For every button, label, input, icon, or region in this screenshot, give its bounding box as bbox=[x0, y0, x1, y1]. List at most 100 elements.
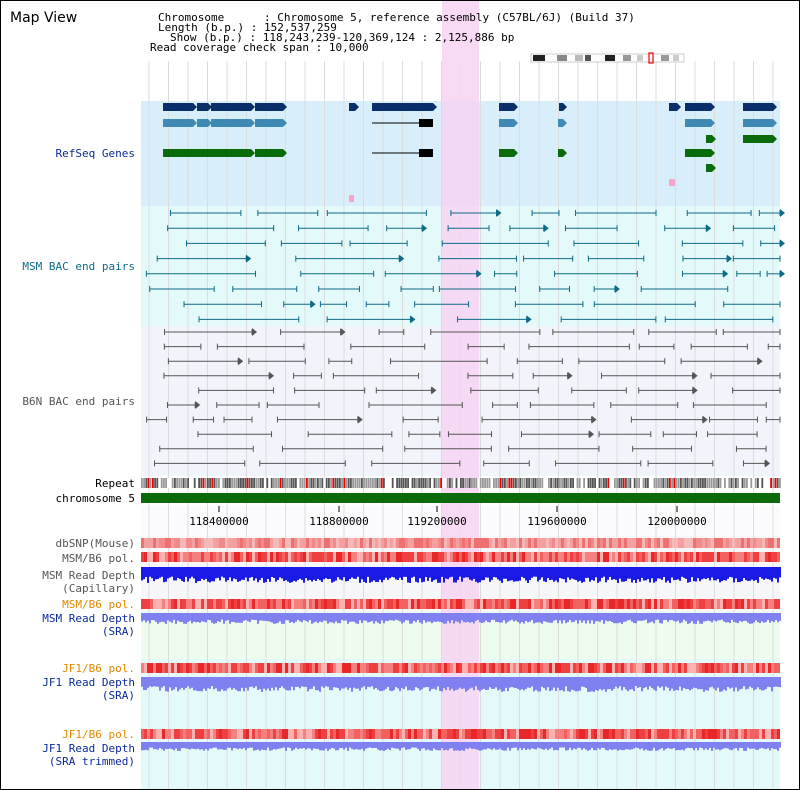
repeat-element bbox=[567, 478, 570, 488]
msm-b6-pol-sra-cell bbox=[504, 599, 507, 609]
gene-feature[interactable] bbox=[685, 103, 711, 111]
repeat-element bbox=[273, 478, 275, 488]
repeat-element bbox=[233, 478, 236, 488]
gene-feature[interactable] bbox=[163, 149, 251, 157]
jf1-sra-depth-bar bbox=[595, 677, 597, 691]
jf1-sra-depth-bar bbox=[559, 677, 561, 691]
jf1-b6-pol-trimmed-cell bbox=[342, 729, 345, 739]
gene-feature[interactable] bbox=[372, 103, 433, 111]
track-label-chromosome[interactable]: chromosome 5 bbox=[55, 492, 135, 505]
track-label-jf1-depth-trimmed[interactable]: JF1 Read Depth bbox=[42, 742, 135, 755]
gene-feature[interactable] bbox=[211, 119, 251, 127]
gene-feature[interactable] bbox=[499, 103, 514, 111]
track-label-refseq[interactable]: RefSeq Genes bbox=[55, 147, 135, 160]
gene-feature[interactable] bbox=[349, 103, 355, 111]
msm-sra-depth-bar bbox=[385, 613, 387, 621]
track-label-b6n-bac[interactable]: B6N BAC end pairs bbox=[22, 395, 135, 408]
gene-feature[interactable] bbox=[558, 119, 563, 127]
msm-sra-depth-bar bbox=[237, 613, 239, 623]
gene-feature[interactable] bbox=[499, 149, 514, 157]
msm-b6-pol-cell bbox=[330, 552, 333, 562]
gene-feature[interactable] bbox=[685, 119, 711, 127]
msm-sra-depth-bar bbox=[719, 613, 721, 621]
gene-feature[interactable] bbox=[499, 119, 514, 127]
gene-feature[interactable] bbox=[197, 119, 208, 127]
jf1-b6-pol-trimmed-cell bbox=[171, 729, 174, 739]
jf1-sra-depth-bar bbox=[603, 677, 605, 690]
track-label-msm-depth-sra[interactable]: MSM Read Depth bbox=[42, 612, 135, 625]
jf1-trimmed-depth-bar bbox=[411, 742, 413, 748]
jf1-b6-pol-cell bbox=[702, 663, 705, 673]
gene-feature[interactable] bbox=[211, 103, 251, 111]
gene-feature[interactable] bbox=[163, 103, 193, 111]
ideogram-position-marker[interactable] bbox=[648, 52, 654, 64]
jf1-trimmed-depth-bar bbox=[519, 742, 521, 748]
msm-capillary-depth-bar bbox=[689, 567, 691, 582]
msm-capillary-depth-bar bbox=[281, 567, 283, 579]
jf1-sra-depth-bar bbox=[745, 677, 747, 690]
track-label-repeat[interactable]: Repeat bbox=[95, 477, 135, 490]
chromosome-bar[interactable] bbox=[141, 493, 780, 503]
jf1-b6-pol-cell bbox=[303, 663, 306, 673]
jf1-b6-pol-trimmed-cell bbox=[720, 729, 723, 739]
gene-feature[interactable] bbox=[685, 149, 711, 157]
msm-capillary-depth-bar bbox=[649, 567, 651, 583]
gene-feature[interactable] bbox=[419, 119, 433, 127]
jf1-b6-pol-cell bbox=[270, 663, 273, 673]
jf1-sra-depth-bar bbox=[735, 677, 737, 688]
dbsnp-cell bbox=[729, 538, 732, 548]
track-label-jf1-depth-sra[interactable]: JF1 Read Depth bbox=[42, 676, 135, 689]
msm-sra-depth-bar bbox=[677, 613, 679, 621]
msm-b6-pol-cell bbox=[729, 552, 732, 562]
dbsnp-cell bbox=[756, 538, 759, 548]
jf1-trimmed-depth-bar bbox=[577, 742, 579, 748]
jf1-sra-depth-bar bbox=[649, 677, 651, 687]
jf1-sra-depth-bar bbox=[315, 677, 317, 691]
jf1-sra-depth-bar bbox=[383, 677, 385, 691]
msm-b6-pol-sra-cell bbox=[582, 599, 585, 609]
repeat-element bbox=[649, 478, 651, 488]
gene-feature[interactable] bbox=[706, 135, 712, 143]
gene-feature[interactable] bbox=[743, 103, 773, 111]
gene-feature[interactable] bbox=[255, 119, 283, 127]
dbsnp-cell bbox=[207, 538, 210, 548]
gene-feature[interactable] bbox=[255, 103, 283, 111]
msm-capillary-depth-bar bbox=[735, 567, 737, 579]
gene-feature[interactable] bbox=[197, 103, 208, 111]
gene-feature[interactable] bbox=[669, 179, 675, 186]
jf1-sra-depth-bar bbox=[271, 677, 273, 688]
gene-feature[interactable] bbox=[255, 149, 283, 157]
msm-sra-depth-bar bbox=[751, 613, 753, 624]
msm-sra-depth-bar bbox=[613, 613, 615, 624]
jf1-sra-depth-bar bbox=[685, 677, 687, 690]
msm-b6-pol-cell bbox=[651, 552, 654, 562]
msm-b6-pol-cell bbox=[378, 552, 381, 562]
jf1-trimmed-depth-bar bbox=[337, 742, 339, 751]
track-label-msm-b6-pol-sra[interactable]: MSM/B6 pol. bbox=[62, 598, 135, 611]
gene-feature[interactable] bbox=[743, 119, 773, 127]
gene-feature[interactable] bbox=[349, 195, 354, 202]
track-label-dbsnp[interactable]: dbSNP(Mouse) bbox=[55, 537, 135, 550]
gene-feature[interactable] bbox=[163, 119, 193, 127]
msm-sra-depth-bar bbox=[207, 613, 209, 620]
track-label-jf1-b6-pol[interactable]: JF1/B6 pol. bbox=[62, 662, 135, 675]
selected-region-highlight[interactable] bbox=[442, 1, 479, 789]
track-label-jf1-b6-pol-trimmed[interactable]: JF1/B6 pol. bbox=[62, 728, 135, 741]
jf1-trimmed-depth-bar bbox=[319, 742, 321, 751]
gene-feature[interactable] bbox=[419, 149, 433, 157]
jf1-trimmed-depth-bar bbox=[501, 742, 503, 751]
gene-feature[interactable] bbox=[706, 164, 712, 172]
length-value: 152,537,259 bbox=[263, 21, 337, 34]
gene-feature[interactable] bbox=[558, 149, 563, 157]
track-label-msm-depth-capillary[interactable]: MSM Read Depth bbox=[42, 569, 135, 582]
gene-feature[interactable] bbox=[669, 103, 677, 111]
track-label-msm-b6-pol[interactable]: MSM/B6 pol. bbox=[62, 552, 135, 565]
msm-b6-pol-sra-cell bbox=[618, 599, 621, 609]
repeat-element bbox=[633, 478, 636, 488]
gene-feature[interactable] bbox=[743, 135, 773, 143]
repeat-element bbox=[235, 478, 238, 488]
track-label-msm-bac[interactable]: MSM BAC end pairs bbox=[22, 260, 135, 273]
gene-feature[interactable] bbox=[559, 103, 563, 111]
msm-b6-pol-sra-cell bbox=[756, 599, 759, 609]
